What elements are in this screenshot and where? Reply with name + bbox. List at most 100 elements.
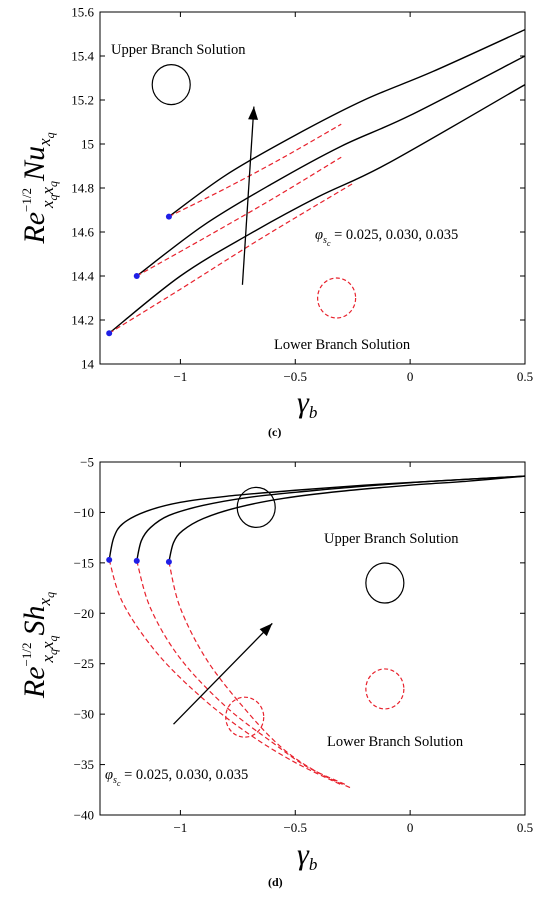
param-symbol: φ [105,767,113,783]
param-values: = 0.025, 0.030, 0.035 [331,227,459,243]
param-values: = 0.025, 0.030, 0.035 [121,767,249,783]
y-label-main: Re [18,666,51,699]
y-axis-label: Re−1/2 xqxqNuxq [18,132,60,244]
y-tick-label: 15.6 [71,5,94,20]
y-axis-label: Re−1/2 xqxqShxq [18,592,60,699]
data-marks [106,475,526,790]
x-axis-label: γb [297,386,317,422]
y-label-mid: Nu [18,146,51,182]
turning-point-marker [133,273,140,279]
upper-branch-circle-marker [236,486,276,528]
y-label-sub1: x [38,655,57,664]
lower-branch-line [168,123,342,218]
y-tick-label: 15.2 [71,93,94,108]
y-label-sub3: x [38,186,57,195]
panel-label-d: (d) [268,875,283,889]
y-tick-label: 14.4 [71,269,94,284]
y-label-exp: −1/2 [19,188,34,212]
axis-ticks: −1 −0.5 0 0.5 −40 −35 −30 −25 −20 −15 −10 −5 [74,455,533,836]
x-tick-label: −1 [173,369,187,384]
y-label-sub2: q [46,649,60,655]
y-tick-label: −35 [74,757,94,772]
y-label-sub5: x [35,597,54,606]
turning-point-marker [133,557,140,564]
y-label-sub4: q [46,635,60,641]
x-axis-label: γb [297,838,317,874]
panel-label-c: (c) [268,425,281,439]
x-tick-label: 0.5 [517,369,533,384]
lower-branch-line [136,560,347,786]
trend-arrow-head [259,623,273,637]
lower-branch-circle-marker [225,696,265,738]
lower-branch-line [108,559,342,786]
upper-branch-line [168,475,526,563]
lower-branch-line [108,183,354,334]
y-tick-label: 14.8 [71,181,94,196]
upper-branch-line [168,28,526,218]
chart-panel-c: −1 −0.5 0 0.5 14 14.2 14.4 14.6 14.8 15 15.2 15.4 15… [18,5,533,440]
param-symbol: φ [315,227,323,243]
y-label-sub1: x [38,200,57,209]
turning-point-marker [165,213,172,220]
upper-branch-line [136,475,526,561]
x-label-sub: b [309,855,318,874]
upper-branch-label: Upper Branch Solution [111,42,246,58]
lower-branch-label: Lower Branch Solution [274,337,411,353]
trend-arrow-line [173,622,273,725]
trend-arrow-head [248,106,259,120]
x-label-main: γ [297,386,310,419]
lower-branch-line [168,561,353,790]
y-tick-label: −10 [74,505,94,520]
upper-branch-line [108,83,526,334]
turning-point-marker [106,556,113,563]
param-subsub: c [117,779,121,788]
y-tick-label: 14.2 [71,313,94,328]
param-sub: s [323,235,327,246]
upper-branch-circle-marker [365,562,405,604]
turning-point-marker [106,330,113,337]
turning-point-marker [165,558,172,565]
lower-branch-label: Lower Branch Solution [327,734,464,750]
y-tick-label: −15 [74,555,94,570]
y-tick-label: −5 [80,455,94,470]
y-label-sub2: q [46,194,60,200]
y-label-sub4: q [46,181,60,187]
y-label-exp: −1/2 [19,643,34,667]
param-subsub: c [327,239,331,248]
upper-branch-label: Upper Branch Solution [324,531,459,547]
x-tick-label: 0.5 [517,820,533,835]
axis-ticks: −1 −0.5 0 0.5 14 14.2 14.4 14.6 14.8 15 15.2 15.4 15… [71,5,533,385]
y-tick-label: −30 [74,707,94,722]
lower-branch-circle-marker [365,668,405,710]
x-tick-label: −0.5 [283,820,307,835]
y-label-sub6: q [43,132,57,138]
plot-area-frame [99,461,526,816]
plot-area-frame [99,11,526,365]
parameter-values-label: φsc = 0.025, 0.030, 0.035 [105,767,248,788]
upper-branch-circle-marker [151,63,191,106]
x-tick-label: −0.5 [283,369,307,384]
x-tick-label: −1 [173,820,187,835]
x-tick-label: 0 [407,369,414,384]
y-label-mid: Sh [18,605,51,635]
y-tick-label: −25 [74,656,94,671]
x-tick-label: 0 [407,820,414,835]
y-tick-label: 15.4 [71,49,94,64]
y-label-main: Re [18,212,51,245]
y-tick-label: −40 [74,808,94,823]
y-label-sub3: x [38,641,57,650]
y-label-sub6: q [43,592,57,598]
x-label-sub: b [309,403,318,422]
y-tick-label: 14 [81,357,95,372]
parameter-values-label: φsc = 0.025, 0.030, 0.035 [315,227,458,248]
trend-arrow-line [241,106,255,285]
y-tick-label: −20 [74,606,94,621]
param-sub: s [113,775,117,786]
y-tick-label: 15 [81,137,94,152]
lower-branch-circle-marker [317,277,357,319]
y-label-sub5: x [35,138,54,147]
lower-branch-line [136,156,342,277]
upper-branch-line [136,55,526,277]
chart-panel-d: −1 −0.5 0 0.5 −40 −35 −30 −25 −20 −15 −10 −5 Upper … [18,455,533,890]
